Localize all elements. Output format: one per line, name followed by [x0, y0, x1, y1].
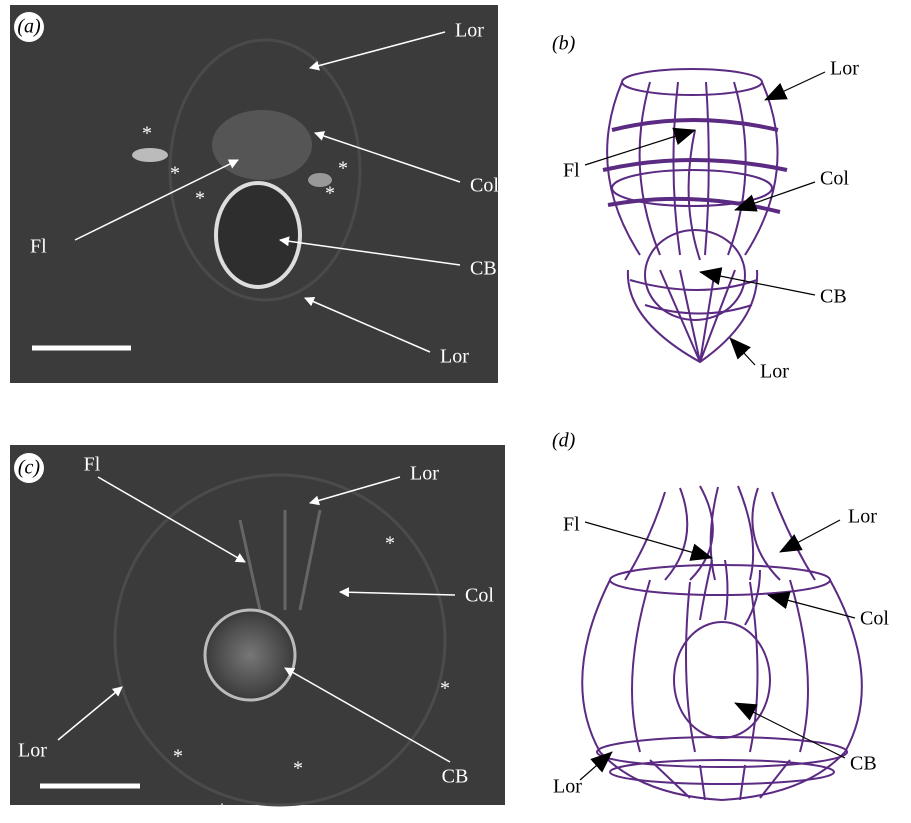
- annotation-arrow: [580, 752, 612, 780]
- micrograph-a: [10, 5, 498, 383]
- asterisk: *: [338, 158, 348, 180]
- annotation-label: CB: [850, 753, 877, 775]
- annotation-arrow: [765, 72, 825, 100]
- panel-label: (a): [17, 16, 41, 38]
- annotation-label: Lor: [18, 740, 47, 762]
- annotation-label: Lor: [410, 463, 439, 485]
- annotation-label: Lor: [760, 361, 789, 383]
- annotation-label: Col: [860, 608, 889, 630]
- annotation-label: Lor: [455, 20, 484, 42]
- panel-label: (d): [552, 430, 576, 452]
- asterisk: *: [142, 123, 152, 145]
- annotation-arrow: [730, 338, 755, 365]
- annotation-arrow: [780, 520, 840, 552]
- annotation-label: Fl: [84, 454, 101, 476]
- annotation-arrow: [735, 703, 845, 758]
- annotation-label: Lor: [830, 58, 859, 80]
- annotation-label: Fl: [563, 160, 580, 182]
- asterisk: *: [440, 678, 450, 700]
- annotation-label: Lor: [553, 776, 582, 798]
- annotation-label: Col: [470, 175, 499, 197]
- asterisk: *: [173, 746, 183, 768]
- asterisk: *: [385, 533, 395, 555]
- asterisk: *: [325, 183, 335, 205]
- asterisk: *: [293, 758, 303, 780]
- annotation-arrow: [585, 522, 712, 558]
- annotation-label: Fl: [563, 514, 580, 536]
- asterisk: *: [195, 188, 205, 210]
- annotation-label: Col: [820, 168, 849, 190]
- drawing-b: [603, 69, 787, 362]
- annotation-label: Fl: [30, 236, 47, 258]
- annotation-label: CB: [470, 258, 497, 280]
- annotation-label: CB: [442, 766, 469, 788]
- annotation-label: CB: [820, 286, 847, 308]
- annotation-label: Col: [465, 585, 494, 607]
- panel-label: (b): [552, 33, 576, 55]
- figure: (a)LorColFlCBLor*****(b)LorFlColCBLor(c)…: [0, 0, 911, 823]
- annotation-label: Lor: [848, 506, 877, 528]
- asterisk: *: [170, 163, 180, 185]
- panel-label: (c): [18, 457, 41, 479]
- annotation-label: Lor: [440, 346, 469, 368]
- annotation-arrow: [768, 595, 855, 618]
- asterisk: *: [217, 800, 227, 822]
